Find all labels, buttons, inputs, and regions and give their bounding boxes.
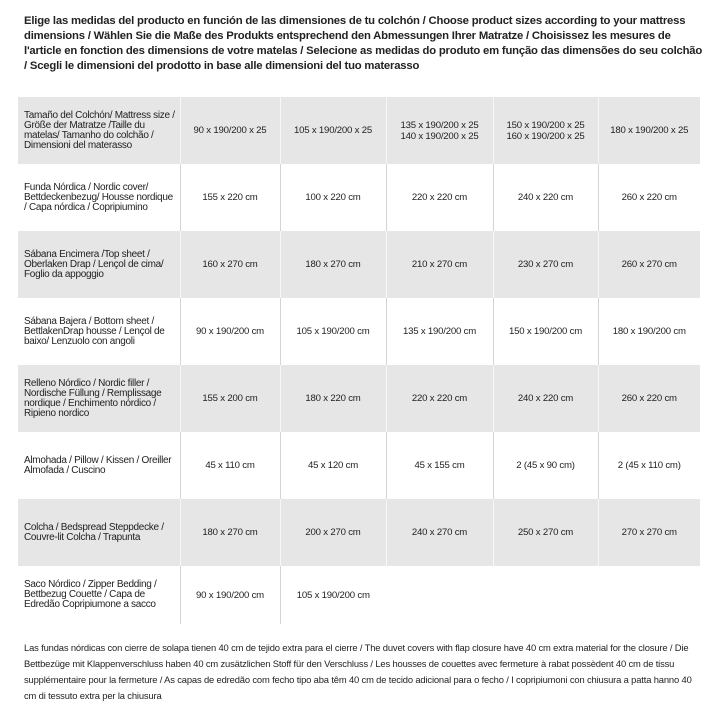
size-cell: 180 x 270 cm <box>179 499 280 566</box>
size-cell: 90 x 190/200 x 25 <box>179 97 280 164</box>
empty-cell <box>386 566 493 624</box>
size-cell: 260 x 220 cm <box>597 164 700 231</box>
size-cell: 90 x 190/200 cm <box>179 298 280 365</box>
size-cell: 105 x 190/200 cm <box>279 566 386 624</box>
size-cell: 240 x 270 cm <box>385 499 493 566</box>
size-cell: 2 (45 x 110 cm) <box>597 432 700 499</box>
size-cell: 220 x 220 cm <box>385 164 493 231</box>
size-cell: 100 x 220 cm <box>279 164 386 231</box>
row-label: Saco Nórdico / Zipper Bedding / Bettbezu… <box>24 579 157 610</box>
size-cell: 135 x 190/200 x 25 140 x 190/200 x 25 <box>385 97 493 164</box>
size-cell: 45 x 155 cm <box>385 432 493 499</box>
size-table: Tamaño del Colchón/ Mattress size / Größ… <box>18 97 700 624</box>
table-row: Colcha / Bedspread Steppdecke / Couvre-l… <box>18 499 700 566</box>
size-cell: 105 x 190/200 cm <box>279 298 386 365</box>
size-cell: 220 x 220 cm <box>385 365 493 432</box>
row-label: Sábana Bajera / Bottom sheet / Bettlaken… <box>24 315 165 347</box>
size-cell: 270 x 270 cm <box>597 499 700 566</box>
size-cell: 180 x 270 cm <box>279 231 386 298</box>
size-cell: 230 x 270 cm <box>492 231 598 298</box>
size-cell: 90 x 190/200 cm <box>179 566 280 624</box>
size-cell: 180 x 190/200 cm <box>597 298 700 365</box>
size-cell: 210 x 270 cm <box>385 231 493 298</box>
size-cell: 240 x 220 cm <box>492 365 598 432</box>
table-body: Tamaño del Colchón/ Mattress size / Größ… <box>18 97 700 624</box>
row-label: Funda Nórdica / Nordic cover/ Bettdecken… <box>24 181 173 213</box>
size-cell: 180 x 190/200 x 25 <box>597 97 700 164</box>
row-label: Almohada / Pillow / Kissen / Oreiller Al… <box>24 454 172 476</box>
size-cell: 260 x 270 cm <box>597 231 700 298</box>
table-row: Almohada / Pillow / Kissen / Oreiller Al… <box>18 432 700 499</box>
empty-cell <box>493 566 598 624</box>
row-label: Colcha / Bedspread Steppdecke / Couvre-l… <box>18 499 180 566</box>
empty-cell <box>598 566 700 624</box>
row-label: Tamaño del Colchón/ Mattress size / Größ… <box>18 97 180 164</box>
size-cell: 260 x 220 cm <box>597 365 700 432</box>
size-cell: 180 x 220 cm <box>279 365 386 432</box>
intro-text: Elige las medidas del producto en funció… <box>24 15 703 72</box>
size-cell: 155 x 220 cm <box>179 164 280 231</box>
size-cell: 105 x 190/200 x 25 <box>279 97 386 164</box>
table-row: Sábana Bajera / Bottom sheet / Bettlaken… <box>18 298 700 365</box>
table-row: Funda Nórdica / Nordic cover/ Bettdecken… <box>18 164 700 231</box>
size-cell: 150 x 190/200 cm <box>492 298 598 365</box>
table-row: Relleno Nórdico / Nordic filler / Nordis… <box>18 365 700 432</box>
size-cell: 45 x 110 cm <box>179 432 280 499</box>
size-cell: 160 x 270 cm <box>179 231 280 298</box>
table-row: Sábana Encimera /Top sheet / Oberlaken D… <box>18 231 700 298</box>
table-row: Saco Nórdico / Zipper Bedding / Bettbezu… <box>18 566 700 624</box>
size-cell: 200 x 270 cm <box>279 499 386 566</box>
header-row: Tamaño del Colchón/ Mattress size / Größ… <box>18 97 700 164</box>
size-cell: 250 x 270 cm <box>492 499 598 566</box>
size-cell: 155 x 200 cm <box>179 365 280 432</box>
footnote: Las fundas nórdicas con cierre de solapa… <box>24 642 692 701</box>
size-cell: 45 x 120 cm <box>279 432 386 499</box>
row-label: Relleno Nórdico / Nordic filler / Nordis… <box>18 365 180 432</box>
size-cell: 240 x 220 cm <box>492 164 598 231</box>
size-cell: 150 x 190/200 x 25 160 x 190/200 x 25 <box>492 97 598 164</box>
size-cell: 135 x 190/200 cm <box>385 298 493 365</box>
size-cell: 2 (45 x 90 cm) <box>492 432 598 499</box>
row-label: Sábana Encimera /Top sheet / Oberlaken D… <box>18 231 180 298</box>
